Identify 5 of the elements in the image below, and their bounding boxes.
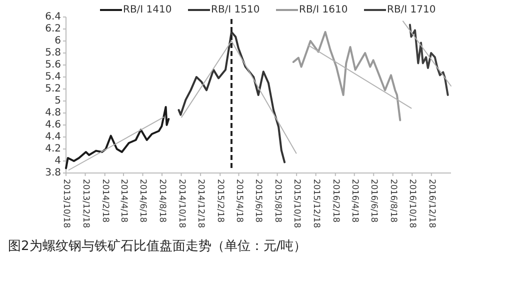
title: 图2为螺纹钢与铁矿石比值盘面走势（单位：元/吨） bbox=[8, 239, 307, 254]
legend-label: RB/I 1410 bbox=[123, 4, 172, 16]
legend-label: RB/I 1610 bbox=[299, 4, 348, 16]
legend-label: RB/I 1710 bbox=[387, 4, 436, 16]
legend-label: RB/I 1510 bbox=[211, 4, 260, 16]
